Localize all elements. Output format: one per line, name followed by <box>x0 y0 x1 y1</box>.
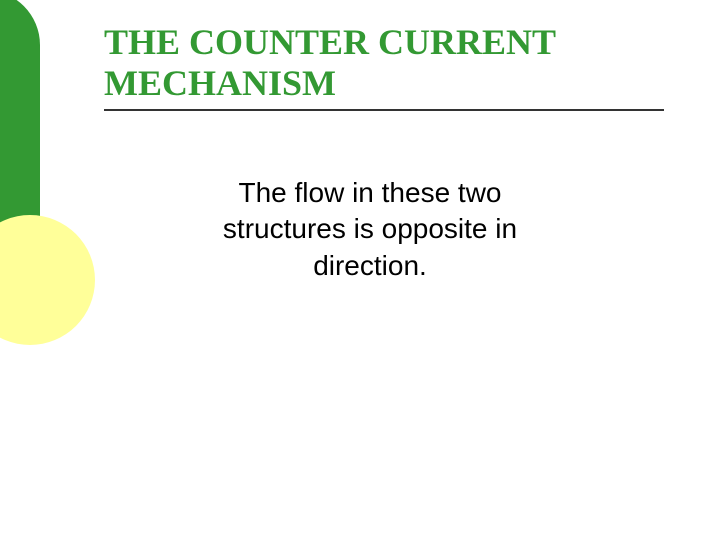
slide-title: THE COUNTER CURRENT MECHANISM <box>104 22 664 105</box>
title-underline <box>104 109 664 111</box>
slide-body-text: The flow in these two structures is oppo… <box>200 175 540 284</box>
decorative-yellow-circle <box>0 215 95 345</box>
